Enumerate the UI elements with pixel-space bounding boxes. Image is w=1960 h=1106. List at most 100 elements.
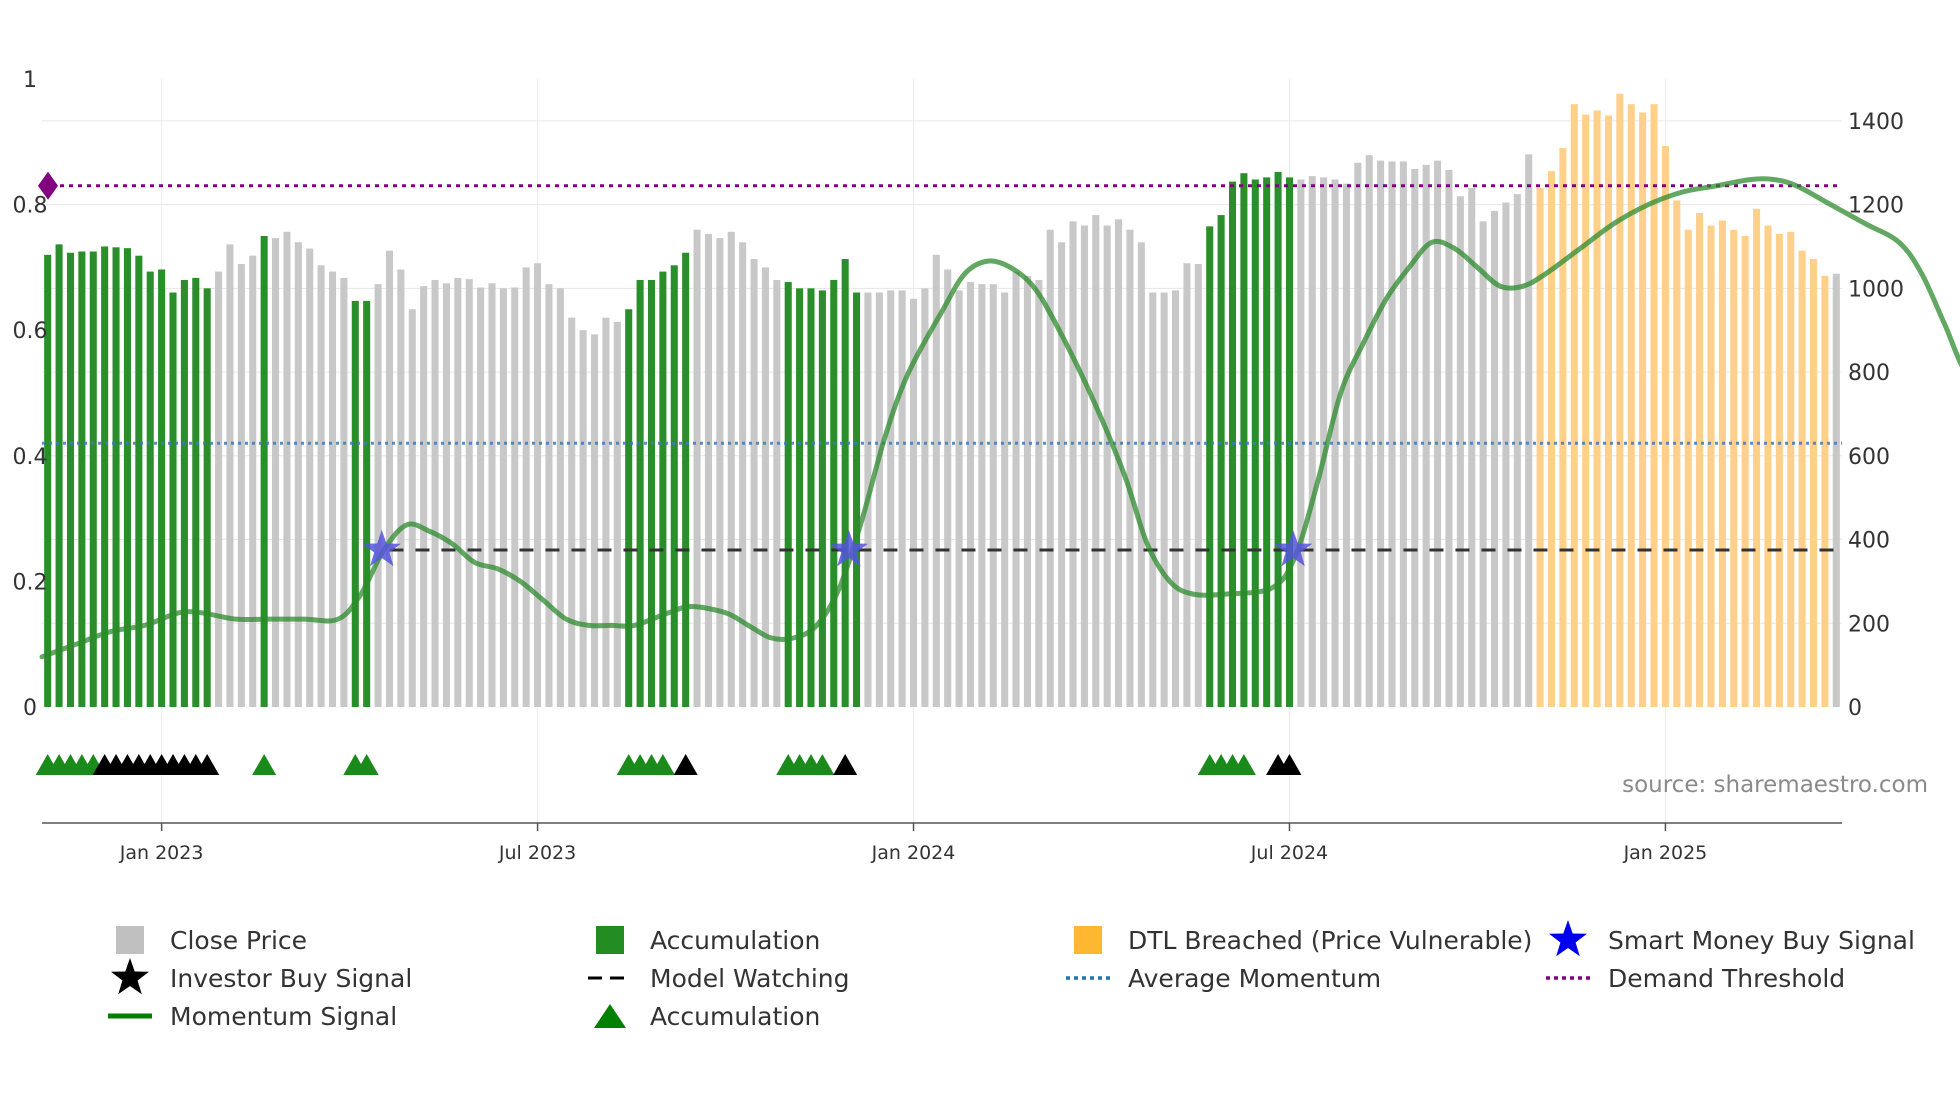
close-price-bar (1365, 155, 1373, 707)
close-price-bar (556, 288, 564, 707)
investor-buy-triangle-icon (1277, 754, 1302, 775)
close-price-bar (761, 267, 769, 707)
legend-label: Average Momentum (1128, 964, 1381, 993)
close-price-bar (716, 238, 724, 708)
close-price-bar (442, 283, 450, 707)
close-price-bar (306, 248, 314, 707)
close-price-bar (408, 309, 416, 707)
accumulation-bar (89, 251, 97, 707)
close-price-bar (1491, 210, 1499, 707)
close-price-bar (898, 290, 906, 707)
dtl-breached-bar (1741, 236, 1749, 707)
close-price-bar (739, 242, 747, 707)
close-price-bar (420, 286, 428, 707)
source-label: source: sharemaestro.com (1622, 772, 1928, 798)
dtl-breached-bar (1639, 112, 1647, 707)
close-price-bar (1183, 263, 1191, 707)
close-price-bar (602, 317, 610, 707)
accumulation-bar (841, 259, 849, 707)
accumulation-bar (351, 300, 359, 707)
legend-label: DTL Breached (Price Vulnerable) (1128, 926, 1532, 955)
smart-money-star-icon (362, 530, 401, 567)
right-axis-tick-label: 800 (1848, 361, 1890, 386)
close-price-bar (317, 265, 325, 707)
close-price-bar (1377, 160, 1385, 707)
accumulation-bar (784, 282, 792, 707)
accumulation-bar (66, 252, 75, 707)
close-price-bar (1126, 229, 1134, 707)
accumulation-bar (807, 288, 815, 707)
left-axis-tick-label: 0.8 (13, 194, 48, 219)
dtl-breached-bar (1570, 104, 1578, 708)
left-axis-tick-label: 0.4 (13, 445, 48, 470)
close-price-bar (887, 290, 895, 707)
close-price-bar (1399, 161, 1407, 707)
legend-label: Demand Threshold (1608, 964, 1845, 993)
dtl-breached-bar (1536, 187, 1544, 707)
x-axis-tick-label: Jul 2023 (498, 842, 576, 864)
accumulation-bar (830, 279, 838, 707)
close-price-bar (328, 271, 337, 707)
accumulation-bar (180, 279, 188, 707)
accumulation-bar (670, 265, 678, 707)
accumulation-bar (853, 292, 861, 707)
close-price-bar (966, 282, 975, 707)
legend-item: Close Price (116, 926, 307, 955)
close-price-bar (1422, 164, 1430, 707)
close-price-bar (1137, 242, 1145, 707)
dtl-breached-bar (1582, 114, 1590, 707)
close-price-bar (499, 288, 507, 707)
accumulation-bar (818, 290, 826, 707)
accumulation-bar (682, 252, 690, 707)
accumulation-bar (123, 248, 131, 707)
right-axis-tick-label: 1200 (1848, 194, 1904, 219)
close-price-bar (1149, 292, 1157, 707)
right-axis-tick-label: 600 (1848, 445, 1890, 470)
close-price-bar (1194, 264, 1202, 707)
accumulation-triangle-icon (810, 754, 835, 775)
close-price-bar (340, 277, 348, 707)
dtl-breached-bar (1775, 233, 1783, 707)
x-axis-tick-label: Jan 2025 (1623, 842, 1708, 864)
accumulation-triangle-icon (650, 754, 675, 775)
legend-item: Accumulation (594, 1002, 820, 1031)
close-price-bar (1058, 242, 1066, 707)
accumulation-triangle-icon (354, 754, 379, 775)
close-price-bar (1160, 292, 1168, 707)
close-price-bar (511, 287, 519, 707)
legend-label: Investor Buy Signal (170, 964, 412, 993)
legend-item: Average Momentum (1066, 964, 1381, 993)
left-axis-tick-label: 0.6 (13, 319, 48, 344)
close-price-bar (385, 250, 393, 708)
right-axis-tick-label: 400 (1848, 529, 1890, 554)
legend-item: DTL Breached (Price Vulnerable) (1074, 926, 1532, 955)
close-price-bar (1172, 290, 1180, 707)
investor-buy-triangle-icon (833, 754, 858, 775)
legend-triangle-icon (594, 1004, 626, 1028)
dtl-breached-bar (1809, 259, 1818, 707)
close-price-bar (1012, 271, 1020, 707)
x-axis-tick-label: Jan 2024 (871, 842, 956, 864)
close-price-bar (591, 334, 599, 707)
close-price-bar (1297, 179, 1305, 708)
close-price-bar (374, 284, 382, 707)
close-price-bar (613, 321, 621, 707)
legend-label: Close Price (170, 926, 307, 955)
legend-item: Smart Money Buy Signal (1549, 920, 1915, 957)
legend-swatch (596, 926, 624, 954)
accumulation-bar (625, 309, 633, 707)
accumulation-bar (647, 279, 656, 707)
right-axis-tick-label: 1000 (1848, 277, 1904, 302)
dtl-breached-bar (1821, 275, 1829, 707)
close-price-bar (226, 244, 234, 707)
accumulation-bar (158, 269, 166, 707)
legend-item: Momentum Signal (108, 1002, 397, 1031)
legend-swatch (1074, 926, 1102, 954)
accumulation-bar (636, 279, 644, 707)
close-price-bar (727, 231, 735, 707)
dtl-breached-bar (1604, 115, 1612, 707)
close-price-bar (397, 269, 405, 707)
dtl-breached-bar (1730, 229, 1738, 707)
accumulation-bar (112, 247, 120, 707)
